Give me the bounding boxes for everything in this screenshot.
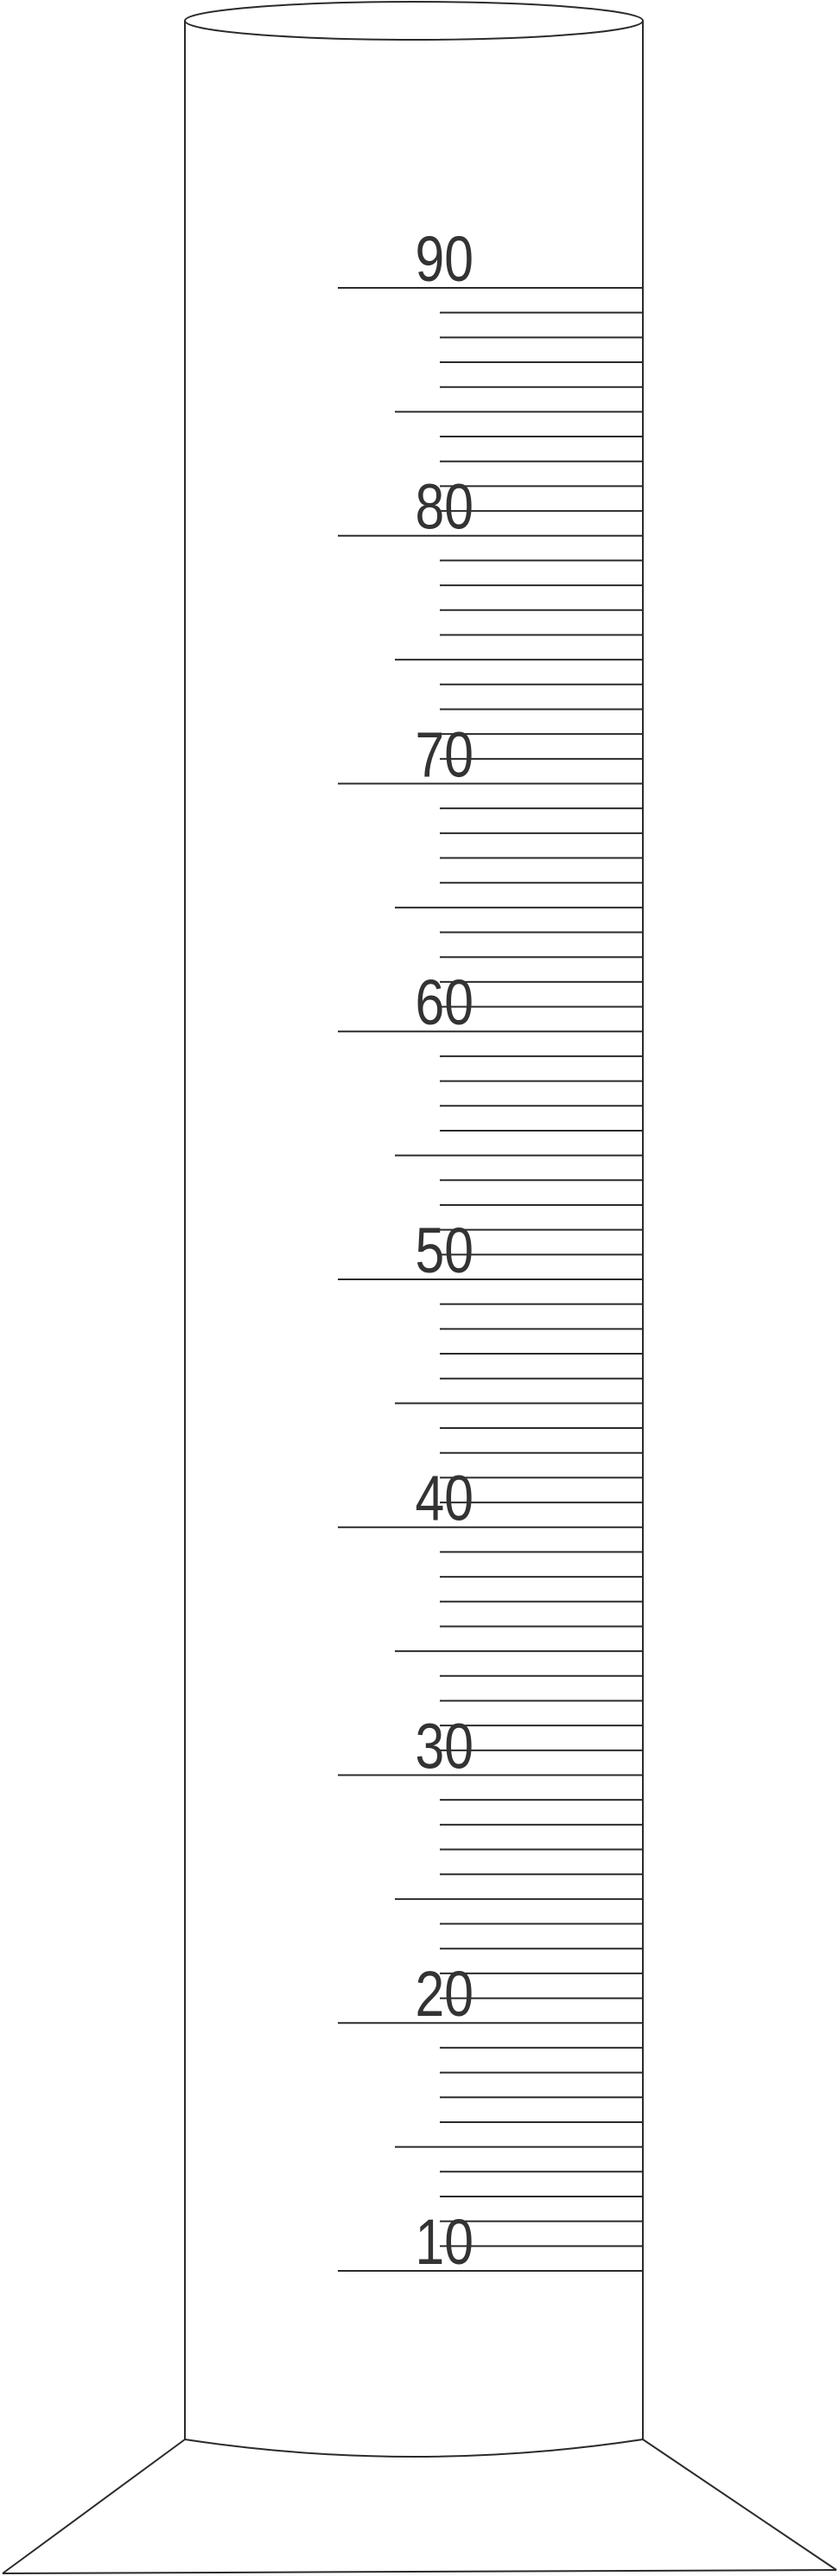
scale-label-20: 20 xyxy=(415,1960,473,2031)
scale-label-40: 40 xyxy=(415,1463,473,1534)
scale-label-80: 80 xyxy=(415,472,473,543)
scale-label-50: 50 xyxy=(415,1215,473,1286)
scale-label-10: 10 xyxy=(415,2207,473,2278)
cylinder-base xyxy=(2,2439,837,2574)
scale-labels: 10 20 30 40 50 60 70 80 90 xyxy=(415,224,473,2278)
base-right-edge xyxy=(642,2439,837,2571)
base-left-edge xyxy=(2,2439,186,2574)
scale-ticks xyxy=(338,287,643,2272)
scale-label-30: 30 xyxy=(415,1712,473,1782)
scale-label-60: 60 xyxy=(415,968,473,1039)
cylinder-rim xyxy=(184,1,644,41)
scale-label-70: 70 xyxy=(415,720,473,791)
base-bottom-edge xyxy=(2,2569,837,2574)
cylinder-bottom xyxy=(184,2439,644,2458)
scale-label-90: 90 xyxy=(415,224,473,295)
